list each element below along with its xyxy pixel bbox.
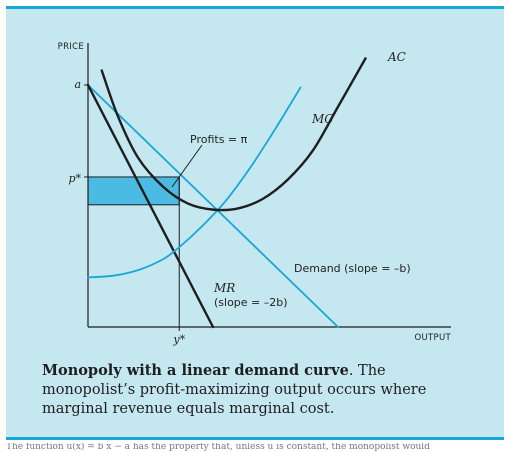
profit-rectangle <box>87 176 180 206</box>
mc-curve <box>87 86 302 279</box>
next-page-text: The function u(x) = b x − a has the prop… <box>6 443 430 452</box>
y-tick-label-a: a <box>74 78 81 91</box>
x-tick-label-y-star: y* <box>172 333 185 346</box>
ac-curve <box>100 57 367 212</box>
x-axis-label: OUTPUT <box>415 333 452 343</box>
caption-title: Monopoly with a linear demand curve <box>42 362 349 379</box>
profits-leader-line <box>171 144 203 188</box>
demand-curve <box>87 84 339 328</box>
mr-label: MR <box>213 281 235 295</box>
y-axis-label: PRICE <box>58 42 84 52</box>
y-tick-label-p-star: p* <box>68 172 81 185</box>
profits-label: Profits = π <box>190 133 248 146</box>
mr-slope-label: (slope = –2b) <box>214 296 288 309</box>
ac-label: AC <box>387 50 406 64</box>
demand-label: Demand (slope = –b) <box>294 262 411 275</box>
monopoly-chart: PRICE OUTPUT y* a p* Profits = π AC MC MR(slope … <box>58 42 452 346</box>
figure-caption: Monopoly with a linear demand curve. The… <box>42 361 482 419</box>
caption-body: . The monopolist’s profit-maximizing out… <box>42 363 427 417</box>
mc-label: MC <box>311 112 333 126</box>
figure-frame: PRICE OUTPUT y* a p* Profits = π AC MC MR (slope … <box>6 6 504 440</box>
mr-curve <box>86 83 215 329</box>
